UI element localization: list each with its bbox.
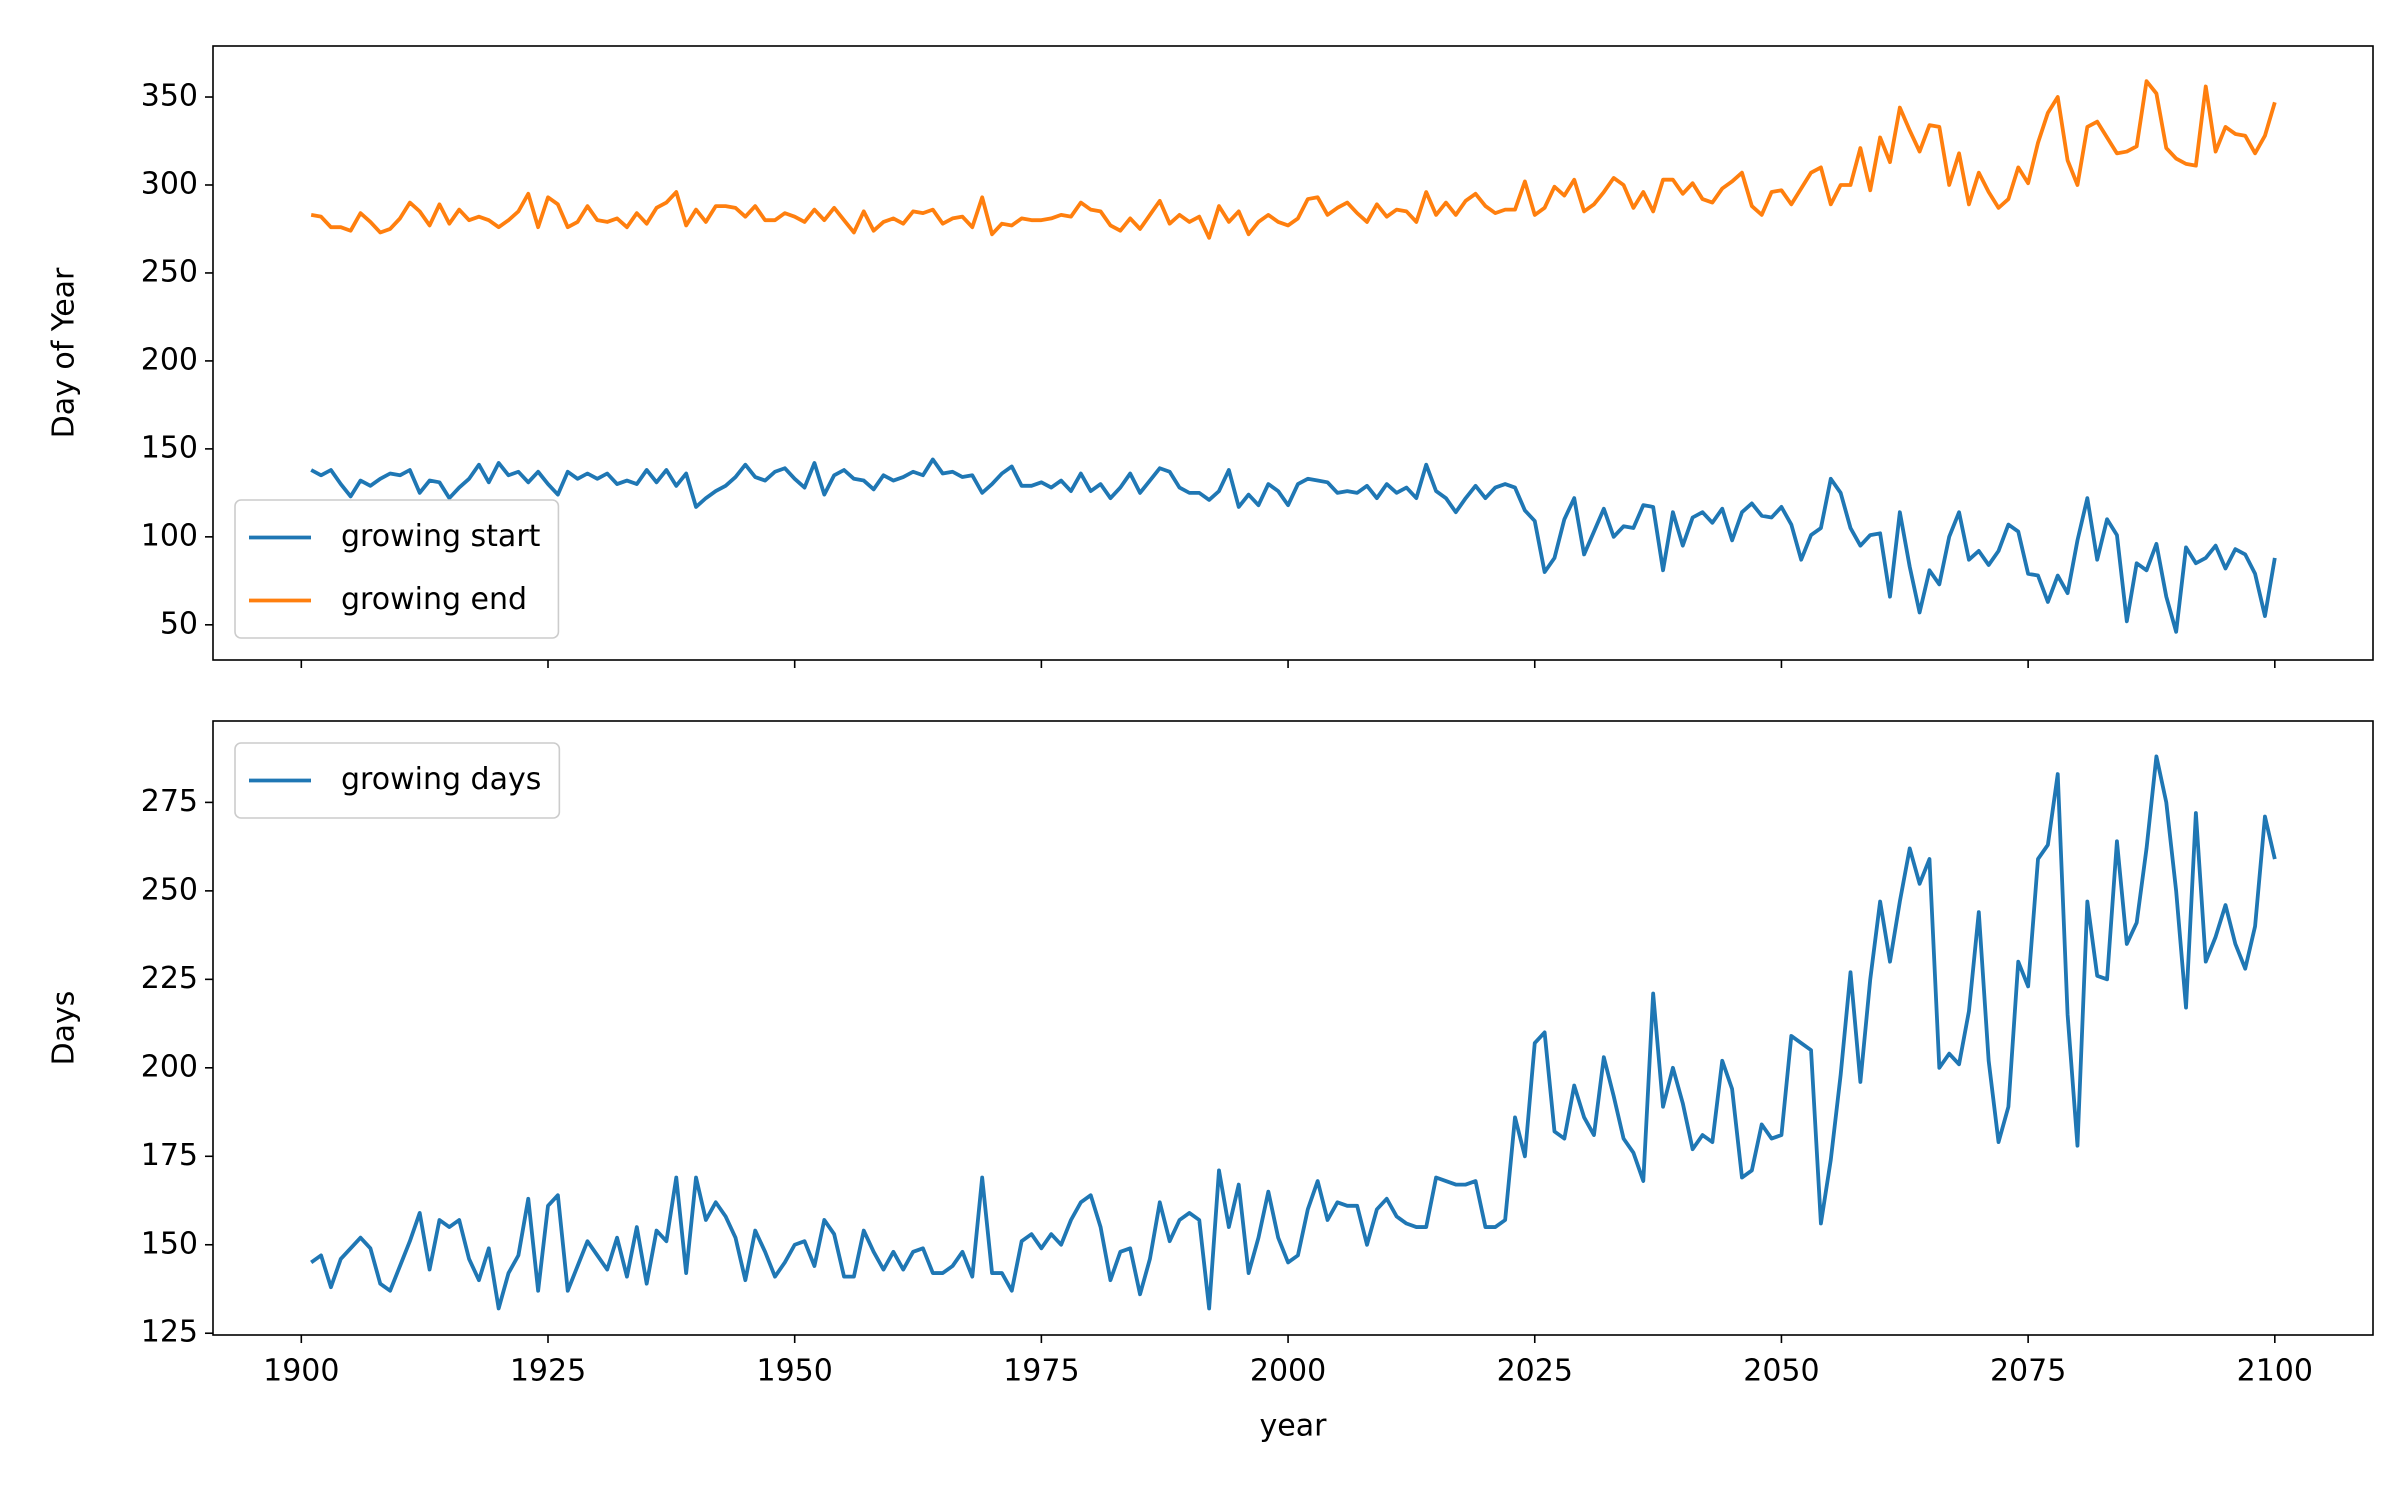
y-axis-label: Days: [47, 991, 82, 1066]
y-tick-label: 250: [141, 872, 198, 907]
y-tick-label: 200: [141, 1049, 198, 1084]
y-axis-label: Day of Year: [47, 267, 82, 438]
x-axis-label: year: [1260, 1409, 1328, 1444]
legend-frame: [234, 742, 561, 819]
data-line: [310, 79, 2277, 240]
legend-label: growing end: [341, 582, 527, 617]
x-tick-label: 1900: [263, 1354, 339, 1389]
y-tick-label: 100: [141, 518, 198, 553]
data-line: [310, 457, 2277, 634]
y-tick-label: 150: [141, 430, 198, 465]
axes-frame: [212, 45, 2374, 661]
y-tick-label: 175: [141, 1138, 198, 1173]
x-tick-label: 2075: [1990, 1354, 2066, 1389]
y-tick-label: 275: [141, 784, 198, 819]
legend: growing days: [234, 742, 561, 819]
y-tick-label: 50: [160, 606, 198, 641]
y-tick-label: 150: [141, 1226, 198, 1261]
x-tick-label: 2025: [1497, 1354, 1573, 1389]
subplot: 50 100 150 200 250 300 350 Day of Year growing s…: [47, 45, 2374, 668]
legend: growing start growing end: [234, 499, 560, 639]
y-tick-label: 125: [141, 1315, 198, 1350]
y-tick-label: 250: [141, 254, 198, 289]
x-tick-label: 2050: [1743, 1354, 1819, 1389]
x-tick-label: 1950: [757, 1354, 833, 1389]
legend-label: growing start: [341, 519, 541, 554]
axes-frame: [212, 720, 2374, 1336]
legend-frame: [234, 499, 560, 639]
x-tick-label: 2000: [1250, 1354, 1326, 1389]
y-tick-label: 350: [141, 79, 198, 114]
x-tick-label: 2100: [2237, 1354, 2313, 1389]
y-tick-label: 225: [141, 961, 198, 996]
y-tick-label: 300: [141, 166, 198, 201]
y-tick-label: 200: [141, 342, 198, 377]
subplot: 125 150 175 200 225 250 275 1900 1925 1950 1975 200…: [47, 720, 2374, 1444]
legend-label: growing days: [341, 762, 541, 797]
x-tick-label: 1925: [510, 1354, 586, 1389]
data-line: [310, 754, 2277, 1311]
x-tick-label: 1975: [1003, 1354, 1079, 1389]
